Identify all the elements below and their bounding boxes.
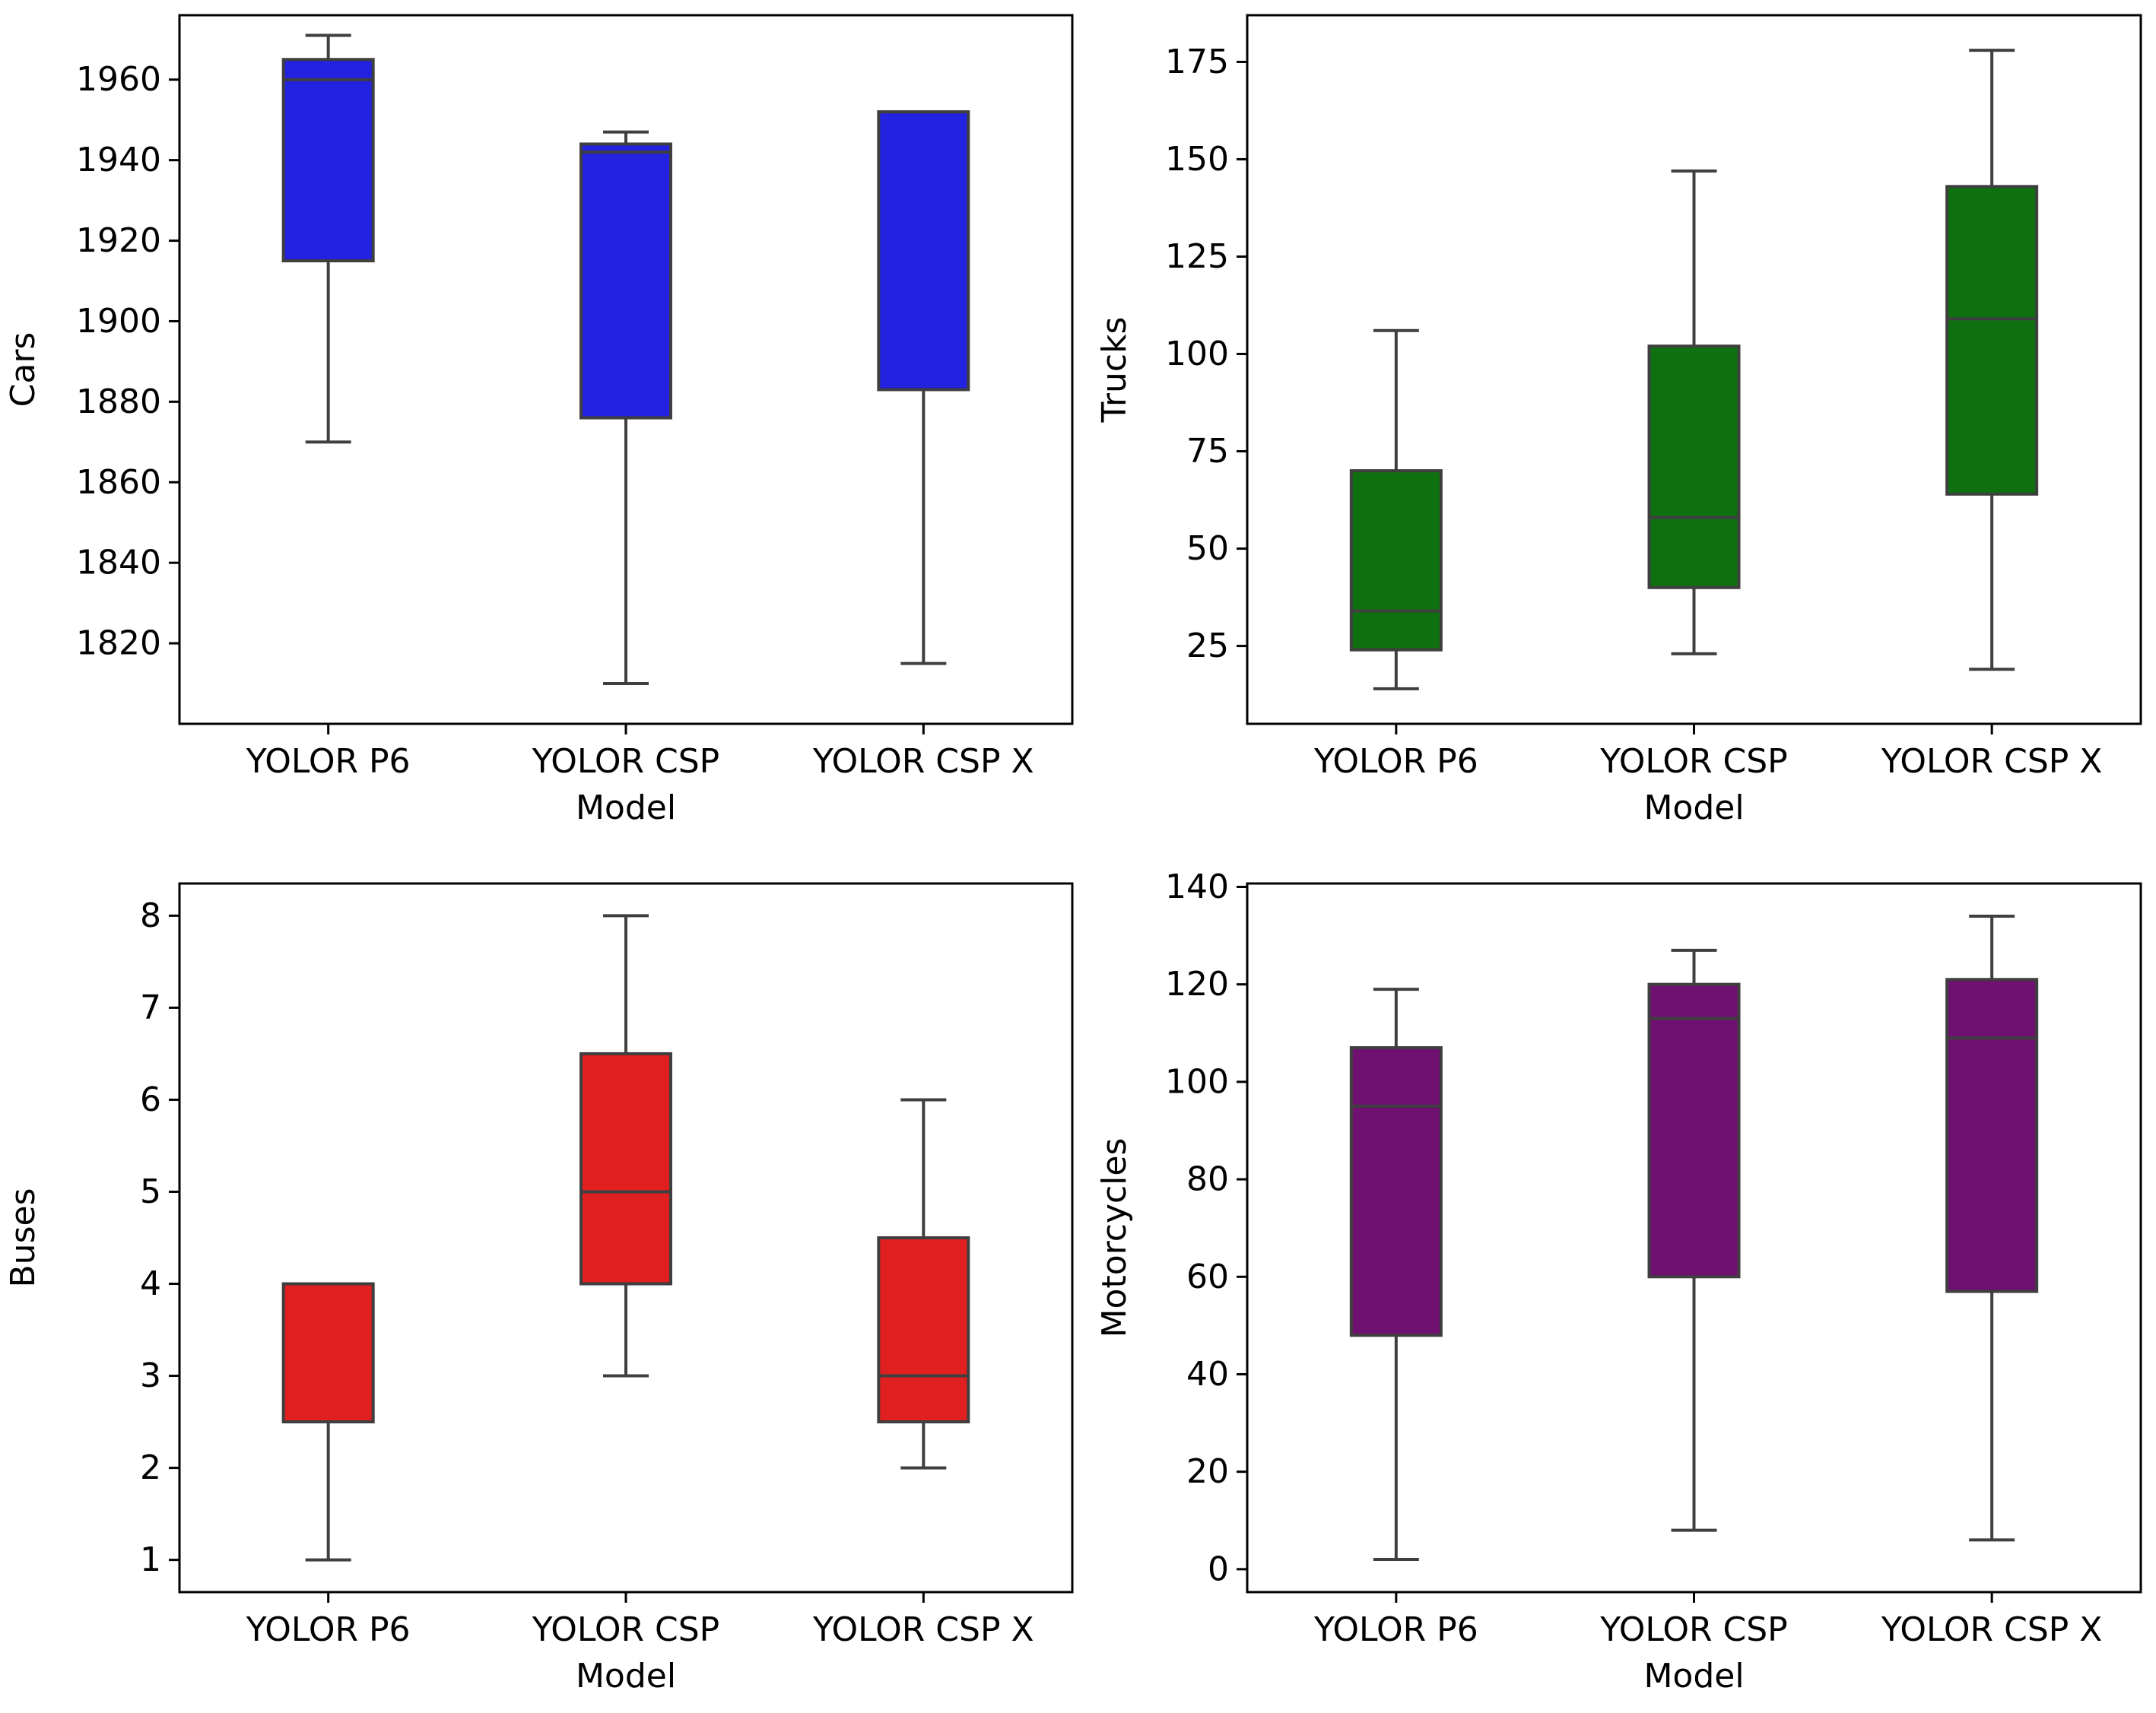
box-group bbox=[579, 914, 672, 1378]
y-tick-label: 1 bbox=[140, 1540, 161, 1579]
y-tick-label: 0 bbox=[1208, 1550, 1229, 1588]
box-iqr bbox=[1349, 469, 1443, 652]
x-tick-label: YOLOR CSP X bbox=[812, 742, 1034, 781]
y-axis-label: Buses bbox=[4, 1188, 43, 1288]
y-tick-label: 2 bbox=[140, 1448, 161, 1487]
y-tick-label: 125 bbox=[1165, 237, 1229, 276]
x-axis-label: Model bbox=[1643, 1657, 1744, 1696]
x-tick-label: YOLOR CSP bbox=[532, 742, 719, 781]
y-tick-label: 3 bbox=[140, 1356, 161, 1395]
y-tick-label: 7 bbox=[140, 988, 161, 1027]
box-group bbox=[1349, 988, 1443, 1562]
x-tick-label: YOLOR CSP bbox=[1599, 1610, 1787, 1649]
box-iqr bbox=[1647, 982, 1741, 1279]
y-tick-label: 75 bbox=[1186, 432, 1229, 471]
y-tick-label: 1880 bbox=[76, 382, 161, 421]
y-tick-label: 25 bbox=[1186, 627, 1229, 665]
x-tick-label: YOLOR CSP X bbox=[1881, 742, 2103, 781]
y-tick-label: 40 bbox=[1186, 1355, 1229, 1394]
box-iqr bbox=[877, 110, 970, 392]
x-tick-label: YOLOR CSP bbox=[532, 1610, 719, 1649]
box-group bbox=[579, 130, 672, 686]
panel-top-right-chart: 25 50 75 100 125 150 175 YOLOR P6 YOLOR CSP YOLOR… bbox=[1095, 14, 2142, 827]
y-tick-label: 1820 bbox=[76, 624, 161, 663]
y-tick-label: 100 bbox=[1165, 1062, 1229, 1101]
y-tick-label: 1840 bbox=[76, 544, 161, 582]
box-iqr bbox=[579, 1052, 672, 1286]
box-group bbox=[1349, 328, 1443, 690]
y-tick-label: 4 bbox=[140, 1264, 161, 1303]
y-tick-label: 20 bbox=[1186, 1452, 1229, 1491]
x-tick-label: YOLOR P6 bbox=[1313, 1610, 1478, 1649]
x-tick-label: YOLOR P6 bbox=[246, 1610, 411, 1649]
panel-bottom-left-chart: 1 2 3 4 5 6 7 8 YOLOR P6 YOLOR CSP YOLOR CSP X Mode… bbox=[4, 882, 1074, 1696]
box-group bbox=[281, 33, 375, 444]
box-iqr bbox=[1349, 1046, 1443, 1337]
y-tick-label: 100 bbox=[1165, 335, 1229, 373]
y-axis-label: Motorcycles bbox=[1095, 1138, 1134, 1338]
box-group bbox=[1945, 914, 2039, 1542]
y-tick-label: 6 bbox=[140, 1080, 161, 1119]
box-iqr bbox=[877, 1236, 970, 1424]
box-iqr bbox=[1647, 344, 1741, 589]
x-tick-label: YOLOR CSP X bbox=[1881, 1610, 2103, 1649]
box-group bbox=[1647, 948, 1741, 1532]
x-axis-label: Model bbox=[576, 1657, 676, 1696]
y-axis-label: Cars bbox=[4, 332, 43, 408]
box-group bbox=[1647, 169, 1741, 655]
y-tick-label: 5 bbox=[140, 1172, 161, 1211]
box-group bbox=[1945, 49, 2039, 671]
box-iqr bbox=[1945, 185, 2039, 496]
y-tick-label: 150 bbox=[1165, 140, 1229, 179]
y-tick-label: 1860 bbox=[76, 463, 161, 502]
x-tick-label: YOLOR CSP X bbox=[812, 1610, 1034, 1649]
box-group bbox=[877, 1098, 970, 1470]
x-tick-label: YOLOR P6 bbox=[1313, 742, 1478, 781]
y-tick-label: 8 bbox=[140, 896, 161, 935]
y-tick-label: 120 bbox=[1165, 965, 1229, 1004]
y-tick-label: 1900 bbox=[76, 302, 161, 341]
y-axis-label: Trucks bbox=[1095, 317, 1134, 423]
y-tick-label: 50 bbox=[1186, 529, 1229, 568]
box-iqr bbox=[1945, 978, 2039, 1293]
box-group bbox=[281, 1282, 375, 1562]
y-tick-label: 80 bbox=[1186, 1160, 1229, 1199]
box-iqr bbox=[579, 142, 672, 420]
box-group bbox=[877, 110, 970, 665]
y-tick-label: 1960 bbox=[76, 60, 161, 99]
y-tick-label: 1920 bbox=[76, 221, 161, 260]
panel-bottom-right-chart: 0 20 40 60 80 100 120 140 YOLOR P6 YOLOR CSP YOLOR… bbox=[1095, 868, 2142, 1696]
y-tick-label: 60 bbox=[1186, 1258, 1229, 1296]
y-tick-label: 175 bbox=[1165, 43, 1229, 81]
box-iqr bbox=[281, 58, 375, 263]
panel-top-left-chart: 1820 1840 1860 1880 1900 1920 1940 1960 YOLOR P6… bbox=[4, 14, 1074, 827]
x-tick-label: YOLOR CSP bbox=[1599, 742, 1787, 781]
box-iqr bbox=[281, 1282, 375, 1424]
x-axis-label: Model bbox=[1643, 788, 1744, 827]
y-tick-label: 1940 bbox=[76, 141, 161, 179]
x-axis-label: Model bbox=[576, 788, 676, 827]
x-tick-label: YOLOR P6 bbox=[246, 742, 411, 781]
y-tick-label: 140 bbox=[1165, 868, 1229, 906]
